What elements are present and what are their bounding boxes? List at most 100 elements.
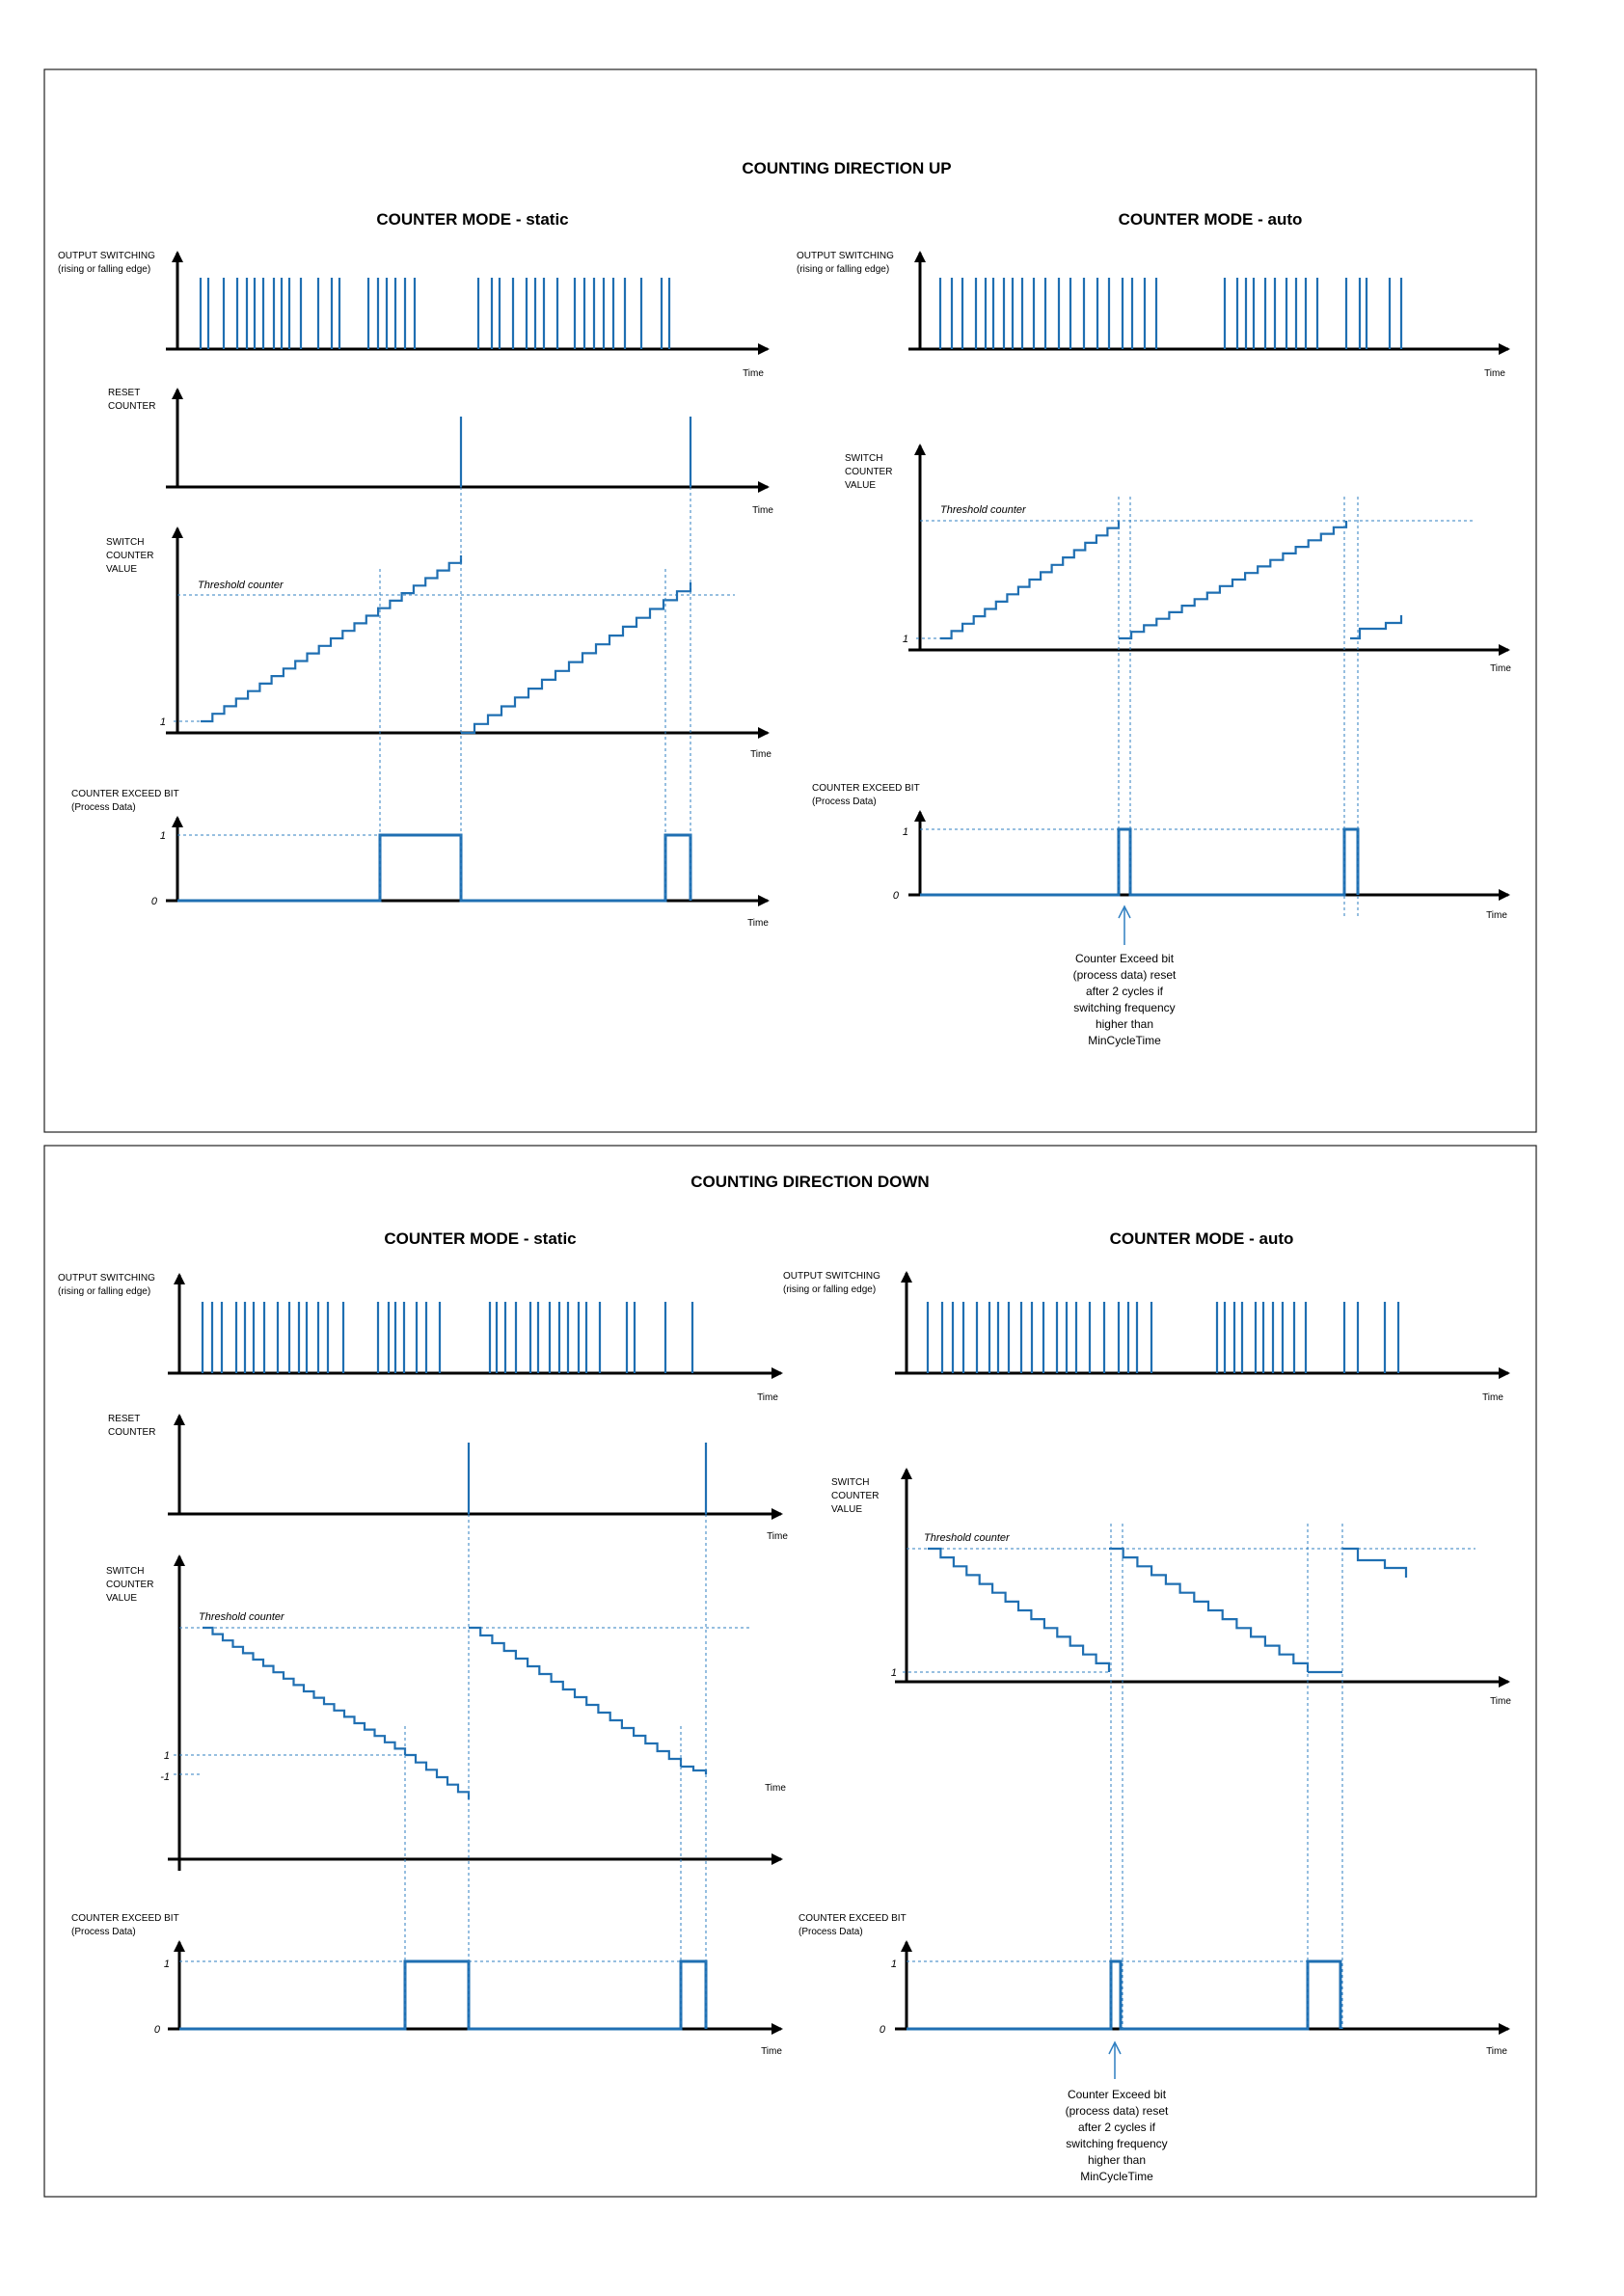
- section-title-up: COUNTING DIRECTION UP: [742, 159, 951, 177]
- section-title-down: COUNTING DIRECTION DOWN: [690, 1173, 929, 1191]
- group-counting-down: COUNTING DIRECTION DOWN COUNTER MODE - st…: [58, 1173, 1511, 2183]
- time-label-down-auto-out: Time: [1482, 1392, 1503, 1403]
- exceed-label-down-static-line-2: (Process Data): [71, 1927, 136, 1937]
- reset-label-up-static-line-2: COUNTER: [108, 401, 155, 412]
- tick-one-up-auto: 1: [903, 634, 908, 645]
- time-label-up-auto-out: Time: [1484, 368, 1505, 379]
- output-label-up-static-line-2: (rising or falling edge): [58, 264, 150, 275]
- counter-ramp-up-auto-1: [940, 521, 1121, 640]
- exceed-label-down-auto-line-1: COUNTER EXCEED BIT: [798, 1913, 907, 1924]
- counter-ramp-down-auto-3: [1342, 1547, 1408, 1578]
- value-label-up-auto-line-3: VALUE: [845, 480, 876, 491]
- output-label-down-auto-line-1: OUTPUT SWITCHING: [783, 1271, 880, 1282]
- counter-ramp-down-auto-2: [1109, 1547, 1310, 1672]
- value-label-down-static-line-1: SWITCH: [106, 1566, 144, 1577]
- time-label-up-static-value: Time: [750, 749, 771, 760]
- output-label-down-static-line-2: (rising or falling edge): [58, 1286, 150, 1297]
- exceed-bit-up-auto: [920, 827, 1360, 897]
- value-label-up-auto-line-2: COUNTER: [845, 467, 892, 477]
- frame-down: [43, 1145, 1537, 2198]
- exceed-label-up-auto-line-2: (Process Data): [812, 797, 877, 807]
- exceed-bit-down-auto: [907, 1959, 1342, 2031]
- output-label-up-auto-line-2: (rising or falling edge): [797, 264, 889, 275]
- time-label-down-static-value: Time: [765, 1783, 786, 1794]
- counter-ramp-down-static-2: [469, 1626, 683, 1767]
- exceed-bit-down-static: [179, 1959, 708, 2031]
- reset-label-up-static-line-1: RESET: [108, 388, 140, 398]
- tick-one-down-static: 1: [164, 1750, 170, 1762]
- annotation-down-auto-line-4: switching frequency: [1066, 2137, 1167, 2150]
- time-label-up-auto-exceed: Time: [1486, 910, 1507, 921]
- tick-minus-one-down-static: -1: [160, 1771, 170, 1783]
- tick-one-exceed-up-static: 1: [160, 830, 166, 842]
- time-label-down-auto-value: Time: [1490, 1696, 1511, 1707]
- tick-zero-exceed-down-auto: 0: [880, 2024, 886, 2036]
- counter-ramp-down-static-2b: [681, 1765, 708, 1774]
- value-label-down-auto-line-2: COUNTER: [831, 1491, 879, 1501]
- counter-ramp-up-static-2: [461, 582, 692, 735]
- frame-up: [43, 68, 1537, 1133]
- counter-ramp-down-static-1: [203, 1626, 407, 1755]
- counter-ramp-up-auto-2: [1119, 521, 1348, 640]
- annotation-down-auto-line-6: MinCycleTime: [1080, 2170, 1153, 2183]
- exceed-label-up-static-line-1: COUNTER EXCEED BIT: [71, 789, 179, 799]
- tick-zero-exceed-down-static: 0: [154, 2024, 161, 2036]
- exceed-label-up-static-line-2: (Process Data): [71, 802, 136, 813]
- value-label-down-auto-line-1: SWITCH: [831, 1477, 869, 1488]
- annotation-down-auto-line-1: Counter Exceed bit: [1068, 2088, 1167, 2101]
- value-label-up-auto-line-1: SWITCH: [845, 453, 882, 464]
- output-label-up-auto-line-1: OUTPUT SWITCHING: [797, 251, 894, 261]
- tick-one-down-auto: 1: [891, 1667, 897, 1679]
- exceed-label-down-static-line-1: COUNTER EXCEED BIT: [71, 1913, 179, 1924]
- mode-title-down-static: COUNTER MODE - static: [384, 1229, 576, 1248]
- time-label-up-auto-value: Time: [1490, 663, 1511, 674]
- time-label-down-static-reset: Time: [767, 1531, 788, 1542]
- time-label-down-static-exceed: Time: [761, 2046, 782, 2057]
- reset-label-down-static-line-2: COUNTER: [108, 1427, 155, 1438]
- counter-ramp-up-auto-3: [1350, 615, 1403, 640]
- exceed-label-down-auto-line-2: (Process Data): [798, 1927, 863, 1937]
- value-label-down-static-line-3: VALUE: [106, 1593, 137, 1604]
- group-counting-up: COUNTING DIRECTION UP COUNTER MODE - stat…: [58, 159, 1511, 1047]
- counter-ramp-up-static-1: [201, 555, 463, 723]
- annotation-up-auto-line-6: MinCycleTime: [1088, 1034, 1161, 1047]
- annotation-down-auto-line-3: after 2 cycles if: [1078, 2120, 1156, 2134]
- counter-ramp-down-static-1b: [405, 1753, 471, 1799]
- mode-title-down-auto: COUNTER MODE - auto: [1110, 1229, 1294, 1248]
- value-label-down-auto-line-3: VALUE: [831, 1504, 862, 1515]
- annotation-down-auto-line-2: (process data) reset: [1066, 2104, 1169, 2118]
- reset-label-down-static-line-1: RESET: [108, 1414, 140, 1424]
- tick-zero-exceed-up-static: 0: [151, 896, 158, 907]
- time-label-down-static-out: Time: [757, 1392, 778, 1403]
- annotation-up-auto-line-4: switching frequency: [1073, 1001, 1175, 1014]
- tick-zero-exceed-up-auto: 0: [893, 890, 900, 902]
- mode-title-up-auto: COUNTER MODE - auto: [1119, 210, 1303, 229]
- mode-title-up-static: COUNTER MODE - static: [376, 210, 568, 229]
- annotation-up-auto-line-3: after 2 cycles if: [1086, 985, 1164, 998]
- annotation-down-auto-line-5: higher than: [1088, 2153, 1146, 2167]
- threshold-label-up-static: Threshold counter: [198, 580, 284, 591]
- threshold-label-down-auto: Threshold counter: [924, 1532, 1011, 1544]
- threshold-label-up-auto: Threshold counter: [940, 504, 1027, 516]
- tick-one-exceed-down-auto: 1: [891, 1958, 897, 1970]
- output-label-down-auto-line-2: (rising or falling edge): [783, 1284, 876, 1295]
- tick-one-exceed-up-auto: 1: [903, 826, 908, 838]
- output-label-down-static-line-1: OUTPUT SWITCHING: [58, 1273, 155, 1283]
- annotation-up-auto-line-2: (process data) reset: [1073, 968, 1177, 982]
- time-label-up-static-exceed: Time: [747, 918, 769, 929]
- exceed-label-up-auto-line-1: COUNTER EXCEED BIT: [812, 783, 920, 794]
- annotation-up-auto-line-5: higher than: [1096, 1017, 1153, 1031]
- time-label-up-static-reset: Time: [752, 505, 773, 516]
- value-label-up-static-line-1: SWITCH: [106, 537, 144, 548]
- time-label-up-static-out: Time: [743, 368, 764, 379]
- annotation-up-auto-line-1: Counter Exceed bit: [1075, 952, 1175, 965]
- threshold-label-down-static: Threshold counter: [199, 1611, 285, 1623]
- time-label-down-auto-exceed: Time: [1486, 2046, 1507, 2057]
- exceed-bit-up-static: [177, 833, 692, 903]
- value-label-up-static-line-2: COUNTER: [106, 551, 153, 561]
- annotation-arrow-head-up-auto: [1118, 905, 1131, 919]
- tick-one-up-static: 1: [160, 716, 166, 728]
- value-label-down-static-line-2: COUNTER: [106, 1580, 153, 1590]
